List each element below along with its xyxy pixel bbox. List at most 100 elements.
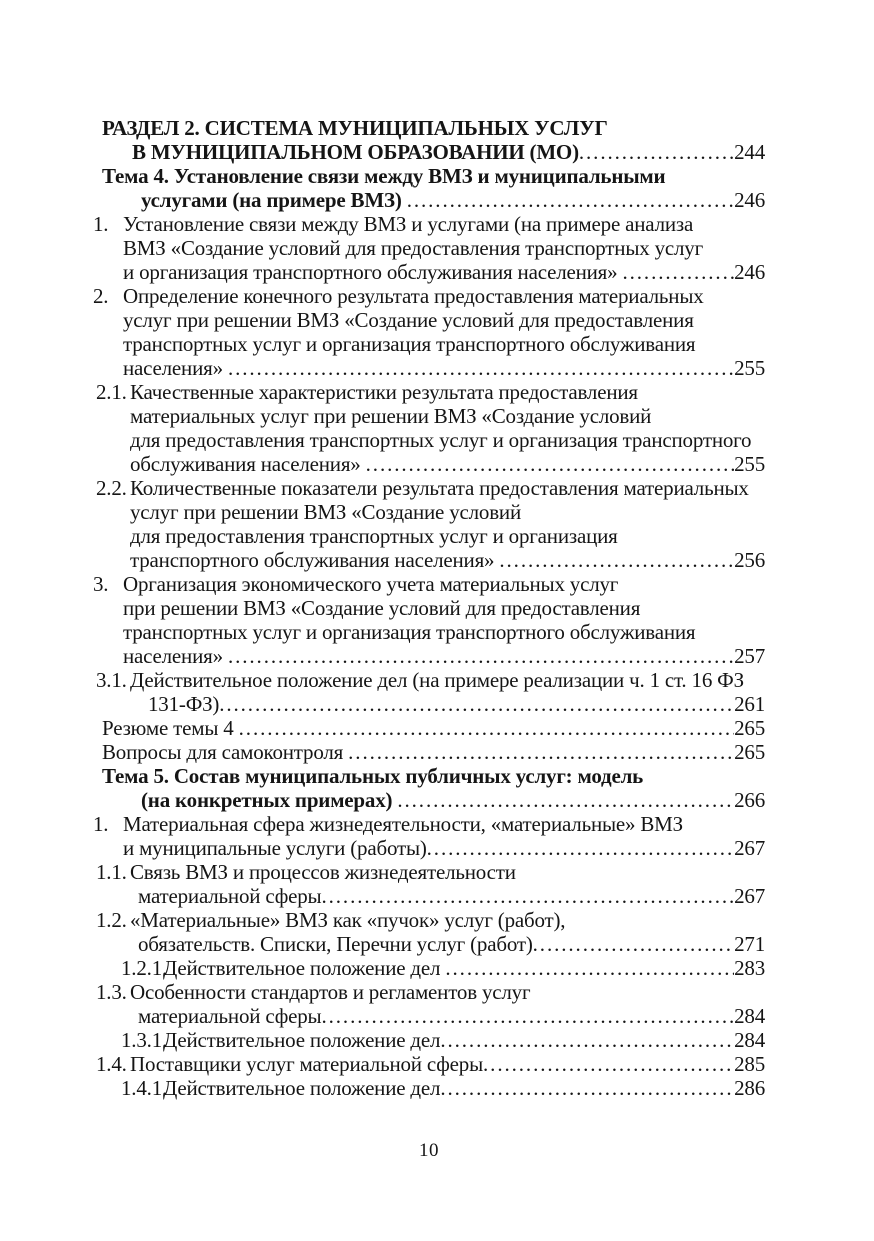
- toc-target-page: 265: [734, 740, 765, 764]
- toc-line: транспортного обслуживания населения» 25…: [93, 548, 765, 572]
- toc-item-text: «Материальные» ВМЗ как «пучок» услуг (ра…: [130, 908, 566, 932]
- dot-leader: [440, 1028, 734, 1052]
- toc-line: обслуживания населения» 255: [93, 452, 765, 476]
- toc-target-page: 286: [734, 1076, 765, 1100]
- toc-line: услугами (на примере ВМЗ) 246: [93, 188, 765, 212]
- toc-item-text: Материальная сфера жизнедеятельности, «м…: [123, 812, 683, 836]
- toc-item-text: Организация экономического учета материа…: [123, 572, 619, 596]
- toc-item-number: 1.: [93, 212, 109, 236]
- toc-target-page: 271: [734, 932, 765, 956]
- page-number: 10: [419, 1140, 439, 1161]
- dot-leader: [321, 884, 734, 908]
- toc-item-text: Тема 4. Установление связи между ВМЗ и м…: [102, 164, 666, 188]
- toc-line: Тема 4. Установление связи между ВМЗ и м…: [93, 164, 765, 188]
- dot-leader: [533, 932, 734, 956]
- toc-target-page: 285: [734, 1052, 765, 1076]
- toc-item-text: обслуживания населения»: [130, 452, 366, 476]
- toc-item-text: РАЗДЕЛ 2. СИСТЕМА МУНИЦИПАЛЬНЫХ УСЛУГ: [102, 116, 608, 140]
- toc-item-number: 1.3.: [96, 980, 127, 1004]
- toc-item-number: 2.2.: [96, 476, 127, 500]
- toc-item-text: транспортных услуг и организация транспо…: [123, 332, 696, 356]
- toc-item-text: Действительное положение дел: [163, 1028, 441, 1052]
- toc-item-number: 1.4.: [96, 1052, 127, 1076]
- dot-leader: [445, 956, 734, 980]
- toc-line: материальной сферы 284: [93, 1004, 765, 1028]
- toc-item-text: (на конкретных примерах): [141, 788, 398, 812]
- toc-line: 1.2. «Материальные» ВМЗ как «пучок» услуг…: [93, 908, 765, 932]
- toc-line: при решении ВМЗ «Создание условий для пр…: [93, 596, 765, 620]
- toc-item-text: Тема 5. Состав муниципальных публичных у…: [102, 764, 644, 788]
- toc-item-number: 2.: [93, 284, 109, 308]
- toc-item-number: 1.1.: [96, 860, 127, 884]
- toc-line: 1.4.1.Действительное положение дел 286: [93, 1076, 765, 1100]
- toc-item-text: материальной сферы: [138, 1004, 322, 1028]
- table-of-contents: РАЗДЕЛ 2. СИСТЕМА МУНИЦИПАЛЬНЫХ УСЛУГ В М…: [93, 116, 765, 1100]
- dot-leader: [348, 740, 734, 764]
- toc-line: 1. Материальная сфера жизнедеятельности, …: [93, 812, 765, 836]
- toc-item-text: Действительное положение дел (на примере…: [130, 668, 744, 692]
- toc-item-text: обязательств. Списки, Перечни услуг (раб…: [138, 932, 533, 956]
- toc-target-page: 267: [734, 836, 765, 860]
- toc-line: транспортных услуг и организация транспо…: [93, 620, 765, 644]
- toc-item-text: Особенности стандартов и регламентов усл…: [130, 980, 531, 1004]
- toc-line: услуг при решении ВМЗ «Создание условий …: [93, 308, 765, 332]
- toc-item-text: Качественные характеристики результата п…: [130, 380, 638, 404]
- toc-item-text: для предоставления транспортных услуг и …: [130, 428, 752, 452]
- dot-leader: [219, 692, 734, 716]
- toc-item-number: 1.4.1.: [121, 1076, 168, 1100]
- dot-leader: [499, 548, 734, 572]
- toc-line: для предоставления транспортных услуг и …: [93, 428, 765, 452]
- toc-line: (на конкретных примерах) 266: [93, 788, 765, 812]
- toc-target-page: 246: [734, 188, 765, 212]
- toc-line: 1.3.1.Действительное положение дел 284: [93, 1028, 765, 1052]
- toc-line: транспортных услуг и организация транспо…: [93, 332, 765, 356]
- toc-item-text: Установление связи между ВМЗ и услугами …: [123, 212, 694, 236]
- toc-item-text: материальных услуг при решении ВМЗ «Созд…: [130, 404, 652, 428]
- dot-leader: [397, 788, 734, 812]
- toc-item-text: Действительное положение дел: [163, 1076, 441, 1100]
- dot-leader: [228, 356, 734, 380]
- toc-item-text: для предоставления транспортных услуг и …: [130, 524, 618, 548]
- dot-leader: [427, 836, 734, 860]
- toc-line: 131-ФЗ) 261: [93, 692, 765, 716]
- toc-line: Тема 5. Состав муниципальных публичных у…: [93, 764, 765, 788]
- toc-item-text: Вопросы для самоконтроля: [102, 740, 349, 764]
- toc-target-page: 244: [734, 140, 765, 164]
- toc-line: ВМЗ «Создание условий для предоставления…: [93, 236, 765, 260]
- toc-line: материальной сферы 267: [93, 884, 765, 908]
- toc-line: 2.2. Количественные показатели результата…: [93, 476, 765, 500]
- toc-line: и муниципальные услуги (работы) 267: [93, 836, 765, 860]
- toc-item-text: и организация транспортного обслуживания…: [123, 260, 623, 284]
- dot-leader: [366, 452, 734, 476]
- toc-line: 1.1. Связь ВМЗ и процессов жизнедеятельно…: [93, 860, 765, 884]
- toc-line: В МУНИЦИПАЛЬНОМ ОБРАЗОВАНИИ (МО) 244: [93, 140, 765, 164]
- toc-line: 1.2.1.Действительное положение дел 283: [93, 956, 765, 980]
- toc-line: обязательств. Списки, Перечни услуг (раб…: [93, 932, 765, 956]
- toc-line: Вопросы для самоконтроля 265: [93, 740, 765, 764]
- toc-line: 1.3. Особенности стандартов и регламентов…: [93, 980, 765, 1004]
- toc-target-page: 265: [734, 716, 765, 740]
- toc-item-text: услуг при решении ВМЗ «Создание условий …: [123, 308, 694, 332]
- toc-target-page: 261: [734, 692, 765, 716]
- toc-line: для предоставления транспортных услуг и …: [93, 524, 765, 548]
- toc-item-text: Резюме темы 4: [102, 716, 239, 740]
- toc-target-page: 255: [734, 356, 765, 380]
- toc-item-text: транспортных услуг и организация транспо…: [123, 620, 696, 644]
- toc-target-page: 246: [734, 260, 765, 284]
- dot-leader: [579, 140, 734, 164]
- toc-target-page: 256: [734, 548, 765, 572]
- toc-line: услуг при решении ВМЗ «Создание условий: [93, 500, 765, 524]
- toc-item-text: услуг при решении ВМЗ «Создание условий: [130, 500, 521, 524]
- toc-line: 3.1. Действительное положение дел (на при…: [93, 668, 765, 692]
- dot-leader: [321, 1004, 734, 1028]
- toc-line: 3. Организация экономического учета матер…: [93, 572, 765, 596]
- toc-item-text: В МУНИЦИПАЛЬНОМ ОБРАЗОВАНИИ (МО): [132, 140, 579, 164]
- toc-item-text: транспортного обслуживания населения»: [130, 548, 500, 572]
- toc-target-page: 267: [734, 884, 765, 908]
- dot-leader: [440, 1076, 734, 1100]
- toc-line: населения» 255: [93, 356, 765, 380]
- toc-item-number: 3.: [93, 572, 109, 596]
- toc-item-text: материальной сферы: [138, 884, 322, 908]
- toc-line: 2.1. Качественные характеристики результа…: [93, 380, 765, 404]
